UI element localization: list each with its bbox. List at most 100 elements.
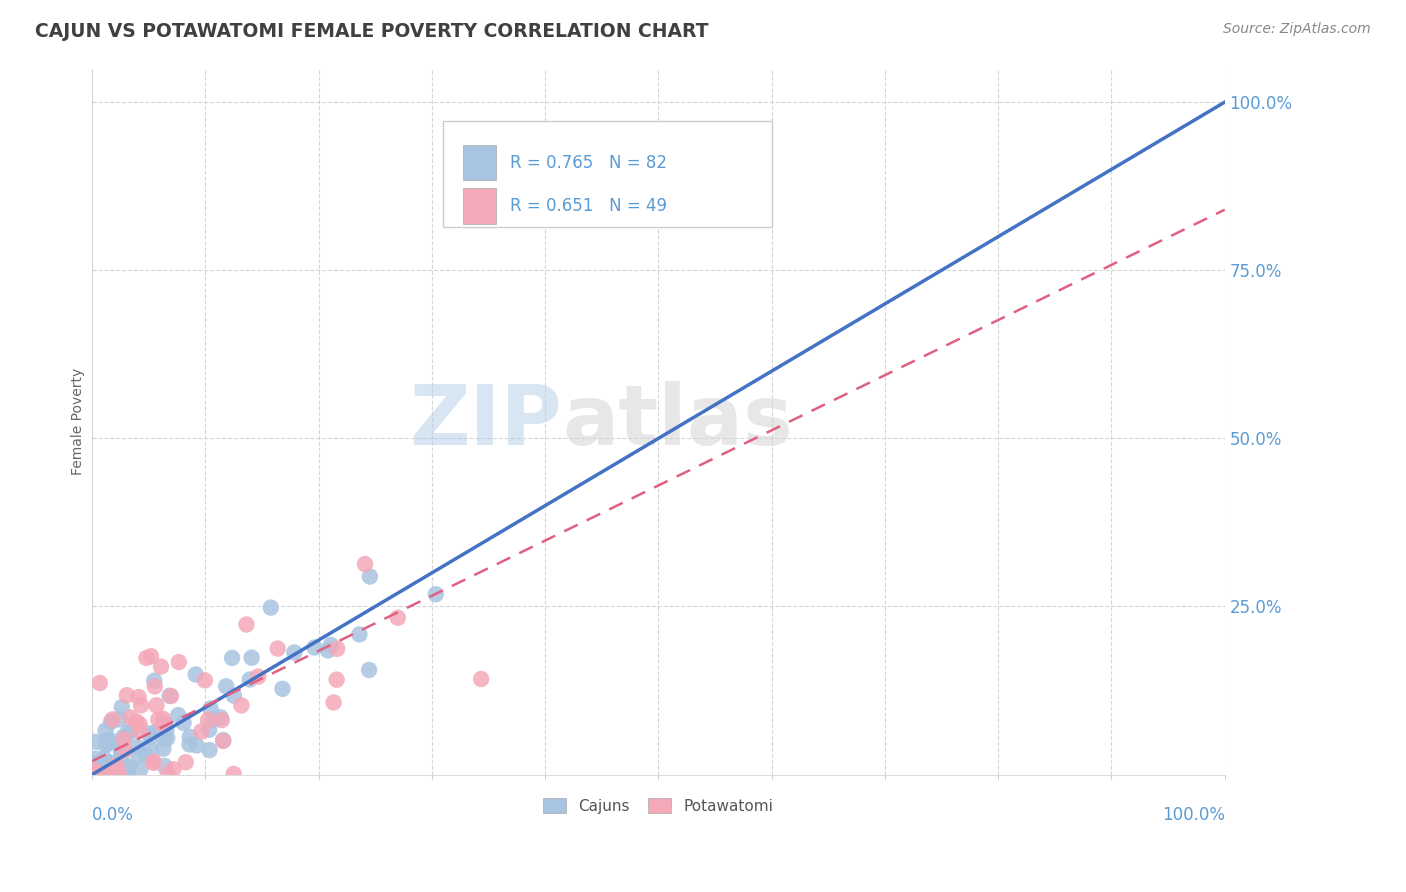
Point	[96, 767, 118, 781]
Point	[89, 756, 111, 770]
Point	[319, 638, 342, 652]
Text: CAJUN VS POTAWATOMI FEMALE POVERTY CORRELATION CHART: CAJUN VS POTAWATOMI FEMALE POVERTY CORRE…	[35, 22, 709, 41]
Point	[212, 734, 235, 748]
Point	[186, 739, 208, 753]
Point	[128, 717, 150, 731]
Point	[117, 726, 139, 740]
Point	[139, 730, 162, 744]
Point	[138, 726, 160, 740]
Point	[260, 600, 283, 615]
Point	[118, 759, 141, 773]
Point	[129, 762, 152, 776]
Point	[98, 756, 121, 770]
Point	[387, 611, 409, 625]
Point	[231, 698, 253, 713]
Point	[96, 733, 118, 747]
Text: 0.0%: 0.0%	[93, 806, 134, 824]
Point	[84, 751, 107, 765]
Point	[190, 724, 212, 739]
Point	[153, 731, 176, 746]
Point	[129, 698, 152, 713]
Point	[156, 767, 179, 781]
Point	[202, 712, 225, 726]
Point	[89, 767, 111, 781]
Point	[100, 714, 122, 729]
Point	[148, 713, 170, 727]
Point	[91, 767, 114, 781]
Point	[91, 767, 114, 781]
Point	[84, 735, 107, 749]
Point	[194, 673, 217, 688]
Point	[153, 716, 176, 731]
Point	[86, 767, 108, 781]
Point	[349, 627, 371, 641]
Point	[110, 743, 132, 757]
Point	[174, 756, 197, 770]
Point	[142, 755, 165, 769]
Point	[209, 710, 232, 724]
Text: atlas: atlas	[562, 381, 793, 462]
Point	[112, 732, 135, 747]
Point	[114, 743, 136, 757]
Point	[135, 748, 157, 763]
Point	[153, 759, 176, 773]
Text: R = 0.765   N = 82: R = 0.765 N = 82	[510, 153, 666, 171]
Point	[135, 651, 157, 665]
Point	[128, 723, 150, 738]
Point	[120, 710, 142, 724]
Point	[94, 723, 117, 738]
Point	[87, 767, 110, 781]
Point	[105, 758, 128, 772]
Point	[82, 767, 104, 781]
Point	[101, 712, 124, 726]
Point	[215, 679, 238, 693]
Text: Source: ZipAtlas.com: Source: ZipAtlas.com	[1223, 22, 1371, 37]
Point	[115, 767, 138, 781]
Point	[94, 738, 117, 752]
Point	[179, 730, 201, 744]
Point	[162, 762, 184, 776]
Point	[87, 761, 110, 775]
FancyBboxPatch shape	[443, 121, 772, 227]
Text: 100.0%: 100.0%	[1161, 806, 1225, 824]
Point	[145, 698, 167, 713]
Point	[139, 649, 162, 664]
Point	[222, 767, 245, 781]
Point	[89, 676, 111, 690]
Point	[97, 736, 120, 750]
Point	[83, 763, 105, 777]
Point	[143, 725, 166, 739]
Point	[240, 650, 263, 665]
Point	[211, 713, 233, 727]
FancyBboxPatch shape	[463, 145, 496, 180]
Point	[354, 557, 377, 571]
Point	[184, 667, 207, 681]
FancyBboxPatch shape	[463, 188, 496, 224]
Point	[159, 689, 181, 703]
Point	[470, 672, 492, 686]
Point	[198, 743, 221, 757]
Point	[104, 767, 127, 781]
Point	[108, 712, 131, 726]
Point	[235, 617, 257, 632]
Point	[198, 723, 221, 737]
Text: ZIP: ZIP	[409, 381, 562, 462]
Point	[152, 717, 174, 731]
Point	[112, 730, 135, 744]
Point	[98, 767, 121, 781]
Point	[304, 640, 326, 655]
Point	[97, 760, 120, 774]
Point	[179, 738, 201, 752]
Point	[221, 651, 243, 665]
Point	[89, 764, 111, 779]
Y-axis label: Female Poverty: Female Poverty	[72, 368, 86, 475]
Point	[156, 731, 179, 746]
Point	[271, 681, 294, 696]
Point	[142, 756, 165, 770]
Point	[143, 673, 166, 688]
Point	[152, 712, 174, 726]
Point	[326, 641, 349, 656]
Point	[143, 680, 166, 694]
Point	[105, 767, 128, 781]
Point	[97, 767, 120, 781]
